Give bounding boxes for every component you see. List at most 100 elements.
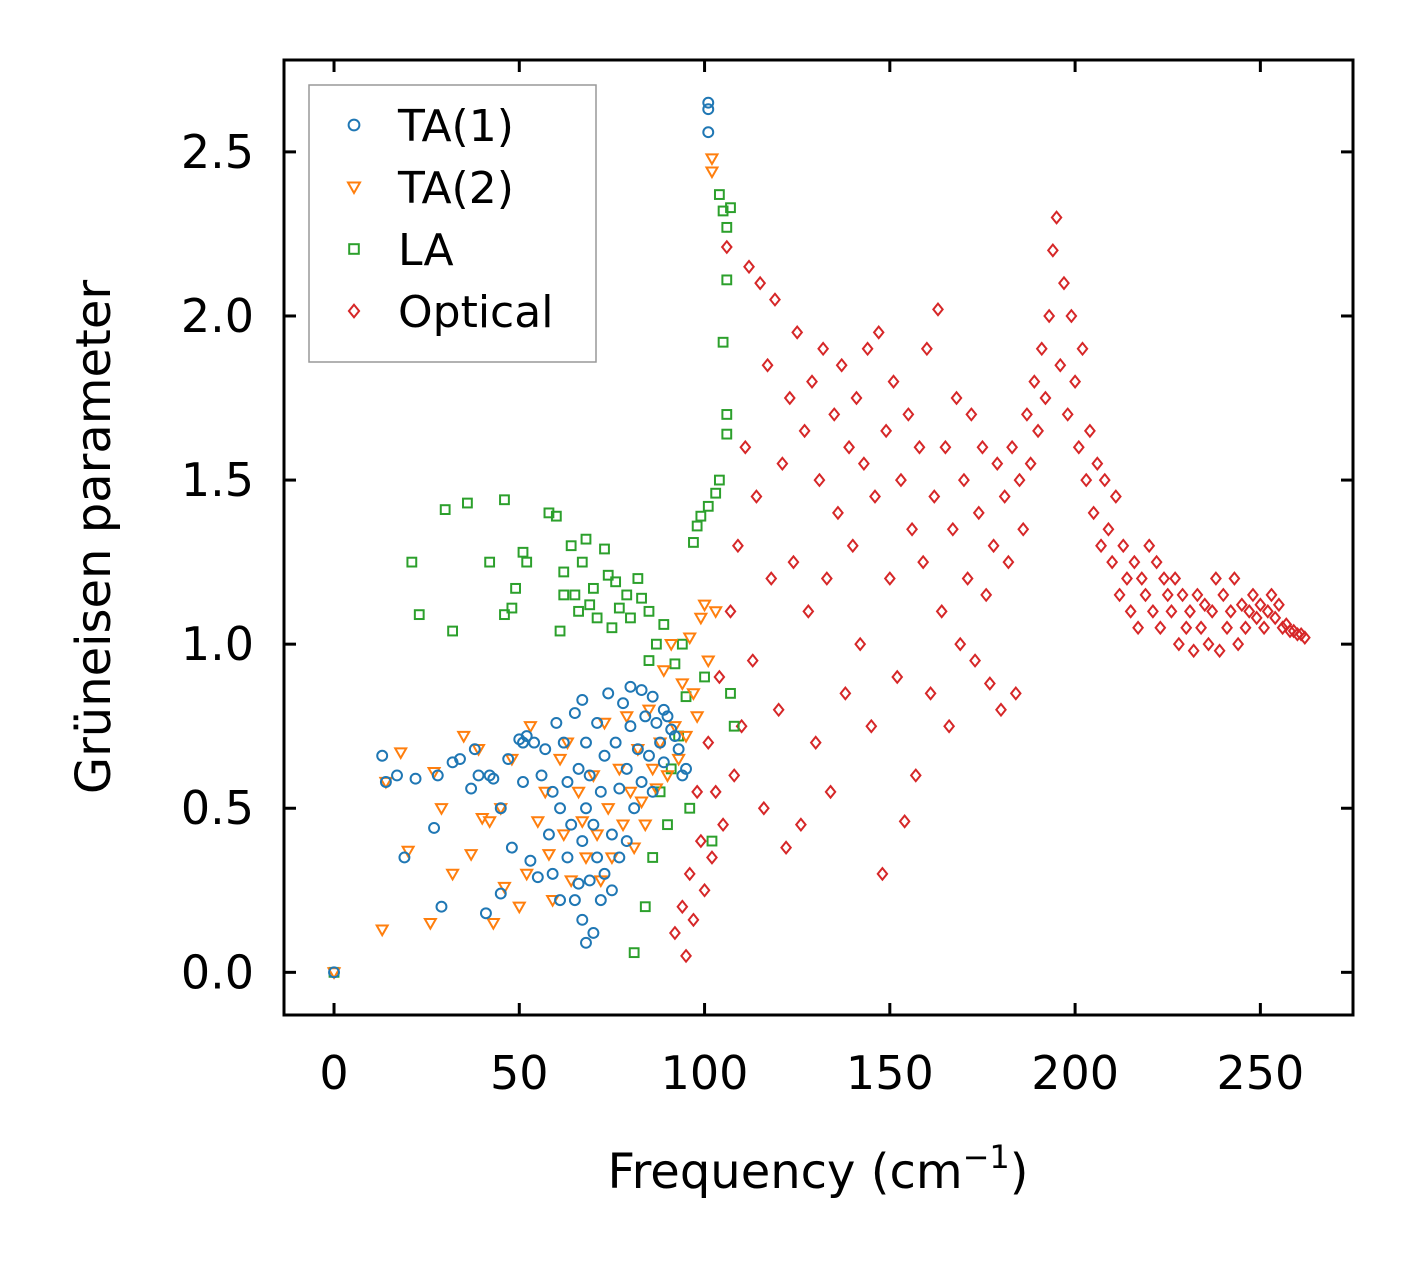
data-point [1039,390,1052,406]
data-point [1172,636,1185,652]
data-point [1209,571,1222,586]
data-point [791,325,804,340]
y-axis-label: Grüneisen parameter [66,280,122,795]
data-point [520,730,533,742]
data-point [1054,357,1067,373]
data-point [872,325,885,340]
data-point [920,341,933,357]
data-point [435,900,448,913]
data-point [1184,603,1196,619]
data-point [909,768,922,783]
data-point [486,917,501,931]
data-point [880,423,893,439]
data-point [806,374,818,389]
data-point [688,537,699,548]
data-point [482,816,497,829]
data-point [650,716,663,729]
plot-area [326,96,1311,980]
data-point [704,166,720,180]
data-point [961,571,974,586]
data-point [494,887,507,900]
data-point [1243,603,1256,619]
data-point [1246,587,1259,603]
data-point [510,582,521,594]
data-point [980,587,993,603]
data-point [328,966,340,979]
data-point [765,571,778,586]
data-point [876,866,889,882]
data-point [546,867,559,880]
data-point [1083,423,1096,439]
data-point [606,622,618,634]
data-point [561,851,574,864]
data-point [554,802,567,815]
data-point [565,540,577,552]
data-point [643,655,655,666]
data-point [638,819,653,833]
data-point [754,275,767,291]
data-point [523,721,538,734]
data-point [1206,603,1219,619]
data-point [1065,308,1078,324]
data-point [1102,521,1115,537]
data-point [761,357,774,373]
data-point [721,221,733,233]
data-point [682,632,697,646]
data-point [969,653,982,668]
data-point [591,851,604,864]
data-point [676,769,689,782]
data-point [828,407,841,422]
data-point [576,835,589,848]
data-point [924,686,937,701]
data-point [605,828,618,841]
data-point [708,606,723,619]
data-point [605,884,618,897]
data-point [1006,439,1019,455]
data-point [1269,610,1282,626]
series-optical [668,210,1311,964]
data-point [1117,538,1130,554]
data-point [499,609,510,621]
data-point [725,202,736,214]
data-point [552,753,568,767]
data-point [631,743,644,756]
x-tick-label: 150 [846,1046,934,1100]
data-point [798,423,811,439]
data-point [665,723,678,736]
data-point [598,867,611,880]
data-point [542,828,555,841]
data-point [1128,554,1141,570]
data-point [698,882,711,898]
data-point [702,103,715,116]
data-point [550,716,563,729]
data-point [1109,489,1122,504]
data-point [695,510,707,522]
y-tick-label: 2.5 [181,125,254,179]
data-point [1224,603,1237,619]
data-point [663,639,679,652]
data-point [1069,374,1082,389]
data-point [713,474,725,486]
data-point [1217,587,1230,603]
data-point [639,901,651,913]
y-tick-label: 0.5 [181,781,254,835]
data-point [565,818,578,831]
data-point [650,638,662,650]
series-la [328,189,740,978]
data-point [628,947,640,959]
data-point [619,711,634,724]
data-point [561,776,574,788]
data-point [661,710,674,723]
data-point [691,520,703,532]
data-point [1139,587,1152,603]
data-point [583,769,596,782]
data-point [991,456,1004,472]
data-point [615,819,631,833]
data-point [587,818,600,831]
data-point [602,569,614,581]
data-point [776,456,789,472]
data-point [557,736,570,749]
data-point [1146,603,1159,619]
data-point [917,554,930,570]
data-point [668,730,681,742]
